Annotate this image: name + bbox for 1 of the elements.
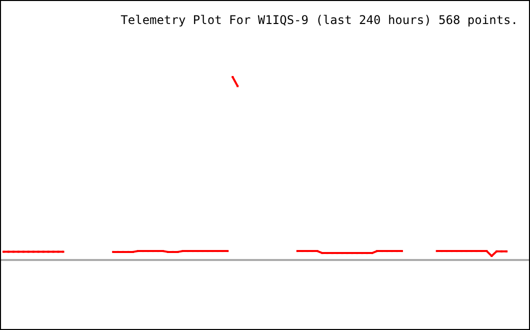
chart-title: Telemetry Plot For W1IQS-9 (last 240 hours) 568 points.: [120, 13, 518, 27]
